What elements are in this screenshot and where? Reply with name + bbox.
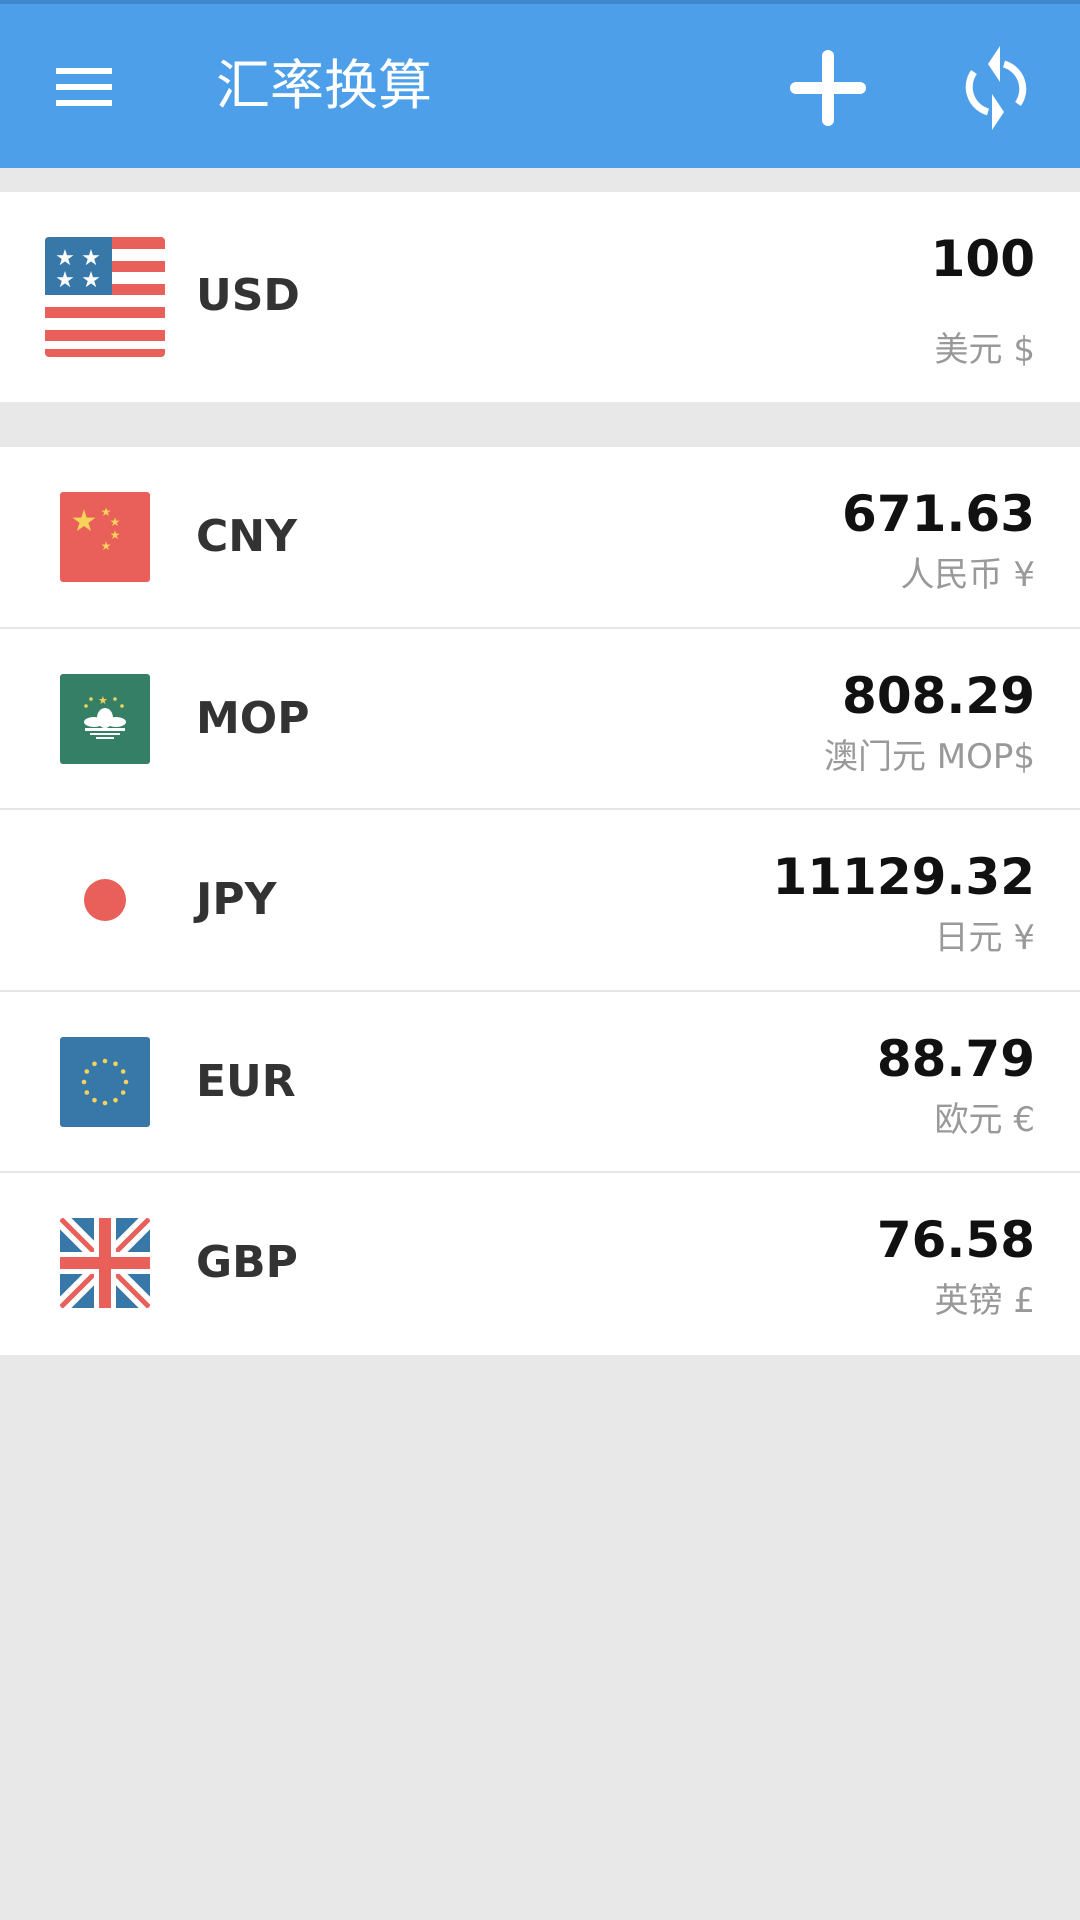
svg-text:★: ★ <box>81 246 101 271</box>
currency-name: 美元 $ <box>934 330 1035 370</box>
currency-name: 日元 ¥ <box>934 918 1035 959</box>
base-currency-row[interactable]: ★ ★ ★ ★ USD 100 美元 $ <box>0 192 1080 402</box>
eu-star <box>120 1068 126 1074</box>
currency-row-jpy[interactable]: JPY 11129.32 日元 ¥ <box>0 810 1080 992</box>
currency-row-cny[interactable]: ★ ★ ★ ★ ★ CNY 671.63 人民币 ¥ <box>0 447 1080 629</box>
currency-value: 76.58 <box>876 1211 1035 1270</box>
currency-row-eur[interactable]: EUR 88.79 欧元 € <box>0 992 1080 1174</box>
eu-star <box>113 1097 118 1103</box>
currency-name: 澳门元 MOP$ <box>823 736 1035 777</box>
menu-icon[interactable] <box>56 68 112 108</box>
uk-flag-icon <box>60 1218 150 1309</box>
eu-star <box>102 1100 108 1106</box>
eu-star <box>123 1079 129 1085</box>
eu-star <box>92 1097 97 1103</box>
eu-flag-icon <box>60 1036 150 1127</box>
svg-text:★: ★ <box>55 268 75 293</box>
eu-star <box>120 1089 126 1095</box>
eu-star <box>81 1079 87 1085</box>
currency-value: 671.63 <box>842 485 1035 543</box>
macau-flag-icon: ★ <box>60 673 150 764</box>
plus-icon[interactable] <box>790 50 866 126</box>
currency-row-gbp[interactable]: GBP 76.58 英镑 £ <box>0 1173 1080 1355</box>
refresh-icon[interactable] <box>960 44 1032 132</box>
eu-star <box>84 1089 90 1095</box>
currency-code: CNY <box>196 511 297 562</box>
svg-text:★: ★ <box>71 504 98 539</box>
currency-value: 808.29 <box>842 666 1035 725</box>
currency-code: USD <box>196 270 300 321</box>
currency-row-mop[interactable]: ★ MOP 808.29 澳门元 MOP$ <box>0 629 1080 811</box>
currency-value: 88.79 <box>876 1029 1035 1088</box>
amount-input[interactable]: 100 <box>930 230 1035 288</box>
currency-code: EUR <box>196 1055 296 1107</box>
currency-code: JPY <box>196 874 277 926</box>
svg-text:★: ★ <box>110 515 121 529</box>
currency-code: GBP <box>196 1237 298 1289</box>
china-flag-icon: ★ ★★★★ <box>60 492 150 582</box>
eu-star <box>84 1068 90 1074</box>
eu-star <box>113 1061 118 1066</box>
currency-name: 英镑 £ <box>934 1281 1035 1322</box>
svg-text:★: ★ <box>55 246 75 271</box>
svg-text:★: ★ <box>110 528 121 542</box>
app-bar: 汇率换算 <box>0 0 1080 168</box>
usa-flag-icon: ★ ★★ ★ <box>45 237 165 357</box>
eu-star <box>102 1058 108 1064</box>
currency-list: ★ ★ ★ ★ ★ CNY 671.63 人民币 ¥ ★ MOP 808.29 澳门元 … <box>0 447 1080 1355</box>
svg-text:★: ★ <box>81 268 101 293</box>
currency-value: 11129.32 <box>772 848 1035 907</box>
currency-name: 人民币 ¥ <box>900 555 1035 595</box>
currency-code: MOP <box>196 692 310 744</box>
japan-flag-icon <box>84 879 126 922</box>
page-title: 汇率换算 <box>216 54 432 117</box>
eu-star <box>92 1061 97 1066</box>
currency-name: 欧元 € <box>934 1099 1035 1140</box>
svg-text:★: ★ <box>101 505 112 519</box>
svg-text:★: ★ <box>101 539 112 553</box>
svg-text:★: ★ <box>98 694 108 707</box>
